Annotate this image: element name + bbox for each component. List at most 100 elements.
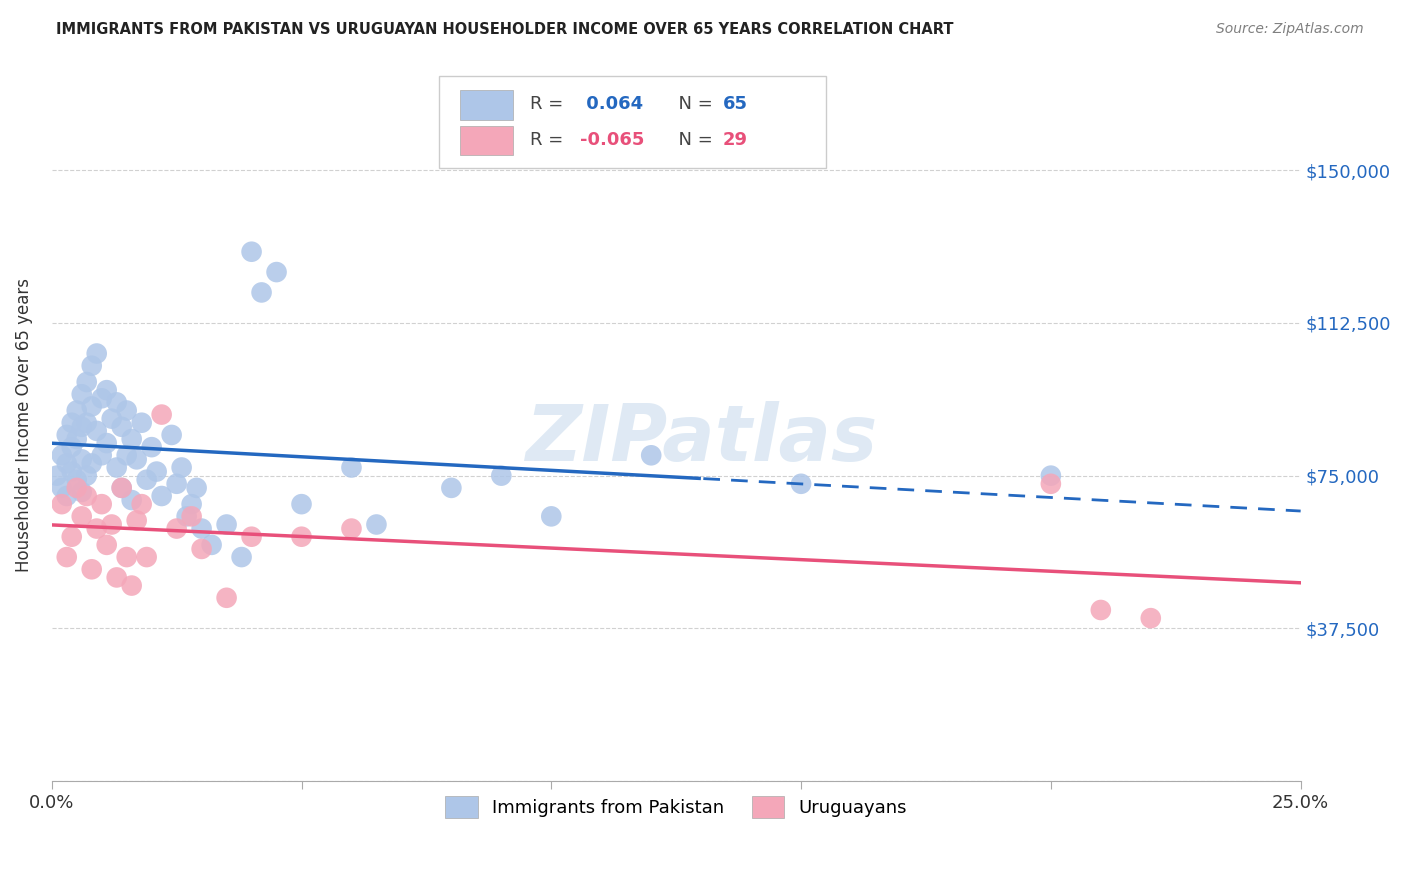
Point [240, 244, 263, 259]
Text: R =: R = [530, 95, 569, 113]
Point [96, 436, 118, 450]
Point [111, 481, 134, 495]
Point [55, 550, 77, 565]
Point [141, 440, 163, 454]
Point [105, 570, 128, 584]
Point [100, 411, 122, 425]
Point [105, 460, 128, 475]
Point [135, 473, 157, 487]
Point [86, 424, 108, 438]
Point [215, 591, 238, 605]
Point [266, 265, 288, 279]
Point [135, 550, 157, 565]
Point [55, 457, 77, 471]
Point [66, 473, 89, 487]
Text: N =: N = [668, 131, 718, 149]
Point [66, 481, 89, 495]
Point [1039, 468, 1062, 483]
Point [125, 513, 148, 527]
Point [55, 489, 77, 503]
Text: 65: 65 [723, 95, 748, 113]
Point [90, 448, 112, 462]
Y-axis label: Householder Income Over 65 years: Householder Income Over 65 years [15, 277, 32, 572]
Point [166, 522, 188, 536]
Point [180, 497, 202, 511]
Point [86, 346, 108, 360]
Point [51, 448, 73, 462]
Point [290, 530, 312, 544]
Point [86, 522, 108, 536]
Point [90, 392, 112, 406]
Point [80, 400, 103, 414]
Text: 0.064: 0.064 [581, 95, 643, 113]
Point [111, 419, 134, 434]
Point [145, 465, 167, 479]
Point [150, 408, 173, 422]
Point [201, 538, 224, 552]
Text: N =: N = [668, 95, 718, 113]
Point [160, 428, 183, 442]
Point [290, 497, 312, 511]
Point [66, 403, 89, 417]
Point [125, 452, 148, 467]
Point [340, 522, 363, 536]
Point [60, 530, 83, 544]
Point [70, 387, 93, 401]
Point [1039, 476, 1062, 491]
Point [640, 448, 662, 462]
Point [66, 432, 89, 446]
Point [60, 416, 83, 430]
Point [80, 562, 103, 576]
Text: Source: ZipAtlas.com: Source: ZipAtlas.com [1216, 22, 1364, 37]
Point [51, 481, 73, 495]
Point [70, 419, 93, 434]
Point [115, 403, 138, 417]
FancyBboxPatch shape [460, 126, 513, 155]
Point [186, 481, 208, 495]
Point [60, 440, 83, 454]
Text: 29: 29 [723, 131, 748, 149]
Point [240, 530, 263, 544]
Point [540, 509, 562, 524]
Point [166, 476, 188, 491]
Point [96, 538, 118, 552]
Text: -0.065: -0.065 [581, 131, 644, 149]
Point [80, 359, 103, 373]
Point [170, 460, 193, 475]
Text: R =: R = [530, 131, 569, 149]
Point [440, 481, 463, 495]
Point [190, 522, 212, 536]
Point [90, 497, 112, 511]
Point [76, 468, 98, 483]
Point [190, 541, 212, 556]
FancyBboxPatch shape [439, 76, 827, 169]
Legend: Immigrants from Pakistan, Uruguayans: Immigrants from Pakistan, Uruguayans [439, 789, 914, 825]
FancyBboxPatch shape [460, 90, 513, 120]
Point [1139, 611, 1161, 625]
Point [70, 509, 93, 524]
Point [131, 497, 153, 511]
Point [60, 465, 83, 479]
Point [115, 448, 138, 462]
Point [51, 497, 73, 511]
Point [70, 452, 93, 467]
Point [121, 578, 143, 592]
Point [366, 517, 388, 532]
Point [76, 375, 98, 389]
Point [96, 383, 118, 397]
Point [80, 457, 103, 471]
Text: IMMIGRANTS FROM PAKISTAN VS URUGUAYAN HOUSEHOLDER INCOME OVER 65 YEARS CORRELATI: IMMIGRANTS FROM PAKISTAN VS URUGUAYAN HO… [56, 22, 953, 37]
Point [70, 484, 93, 499]
Point [131, 416, 153, 430]
Point [231, 550, 253, 565]
Point [76, 489, 98, 503]
Point [105, 395, 128, 409]
Point [121, 493, 143, 508]
Point [55, 428, 77, 442]
Point [790, 476, 813, 491]
Point [121, 432, 143, 446]
Point [111, 481, 134, 495]
Point [150, 489, 173, 503]
Point [180, 509, 202, 524]
Point [76, 416, 98, 430]
